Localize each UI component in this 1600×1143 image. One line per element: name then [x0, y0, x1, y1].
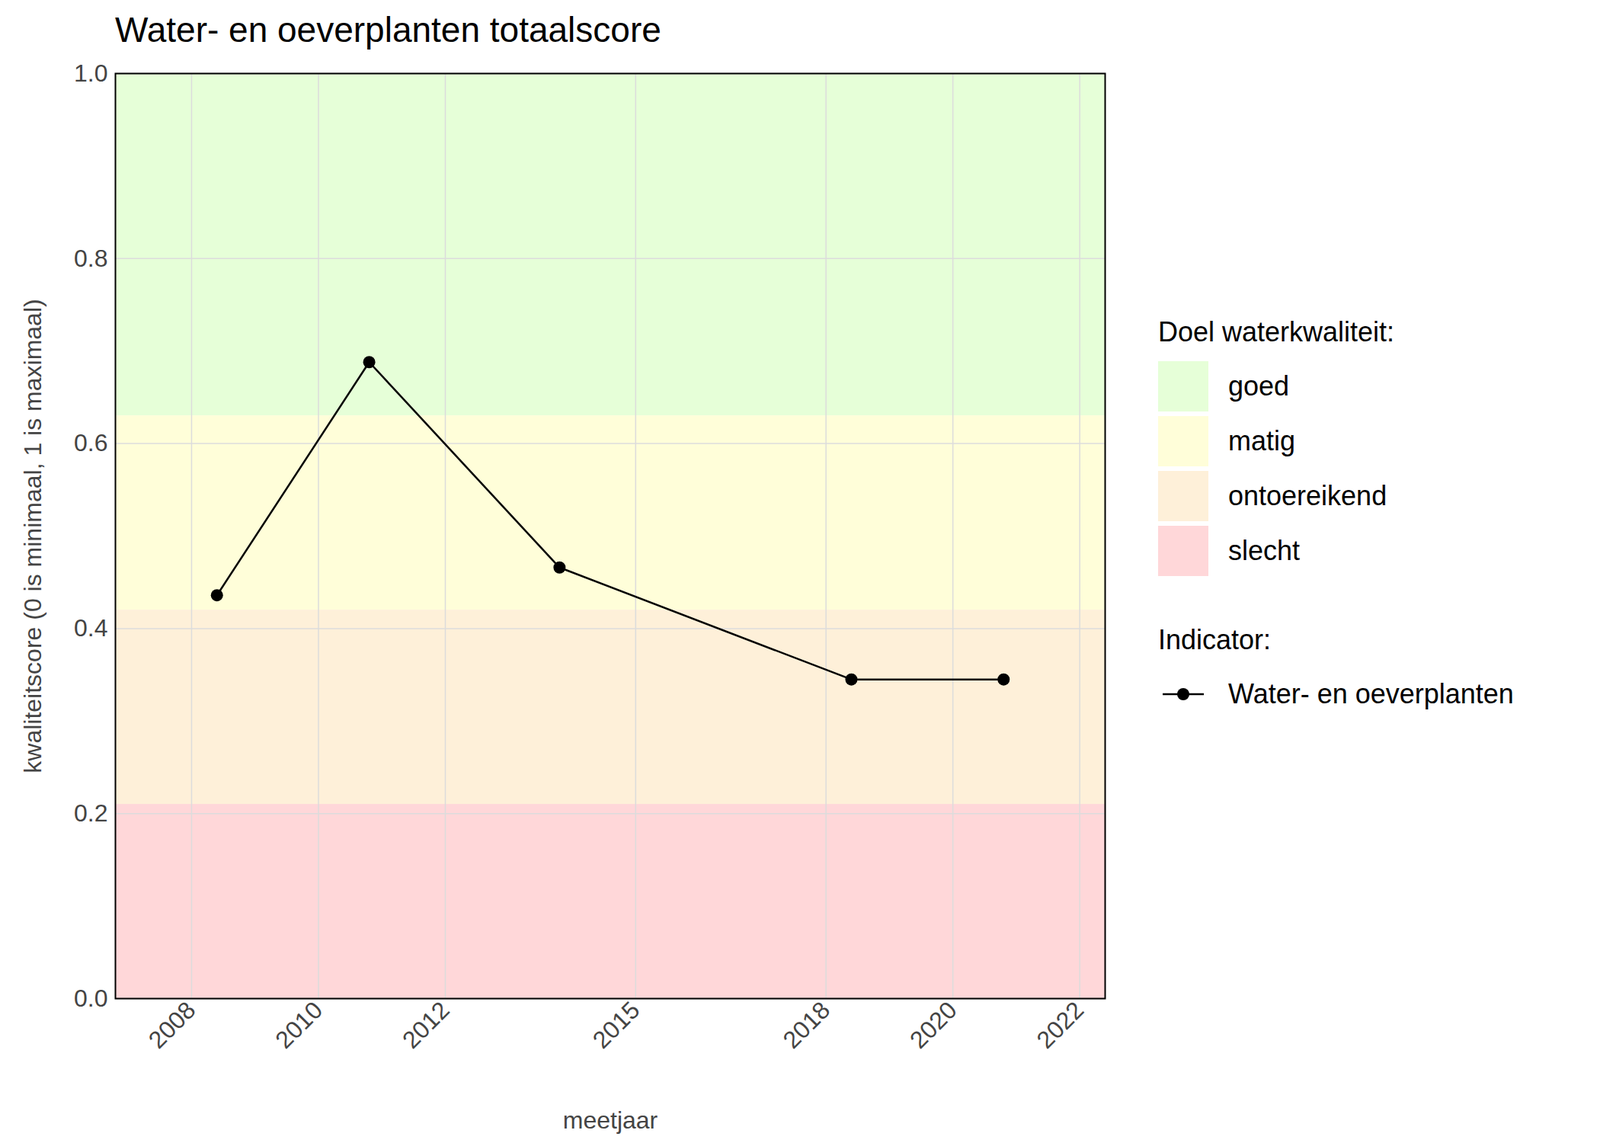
- svg-text:0.8: 0.8: [73, 244, 108, 272]
- html-text:Water- en oeverplanten totaals: Water- en oeverplanten totaalscore: [115, 9, 662, 50]
- svg-text:meetjaar: meetjaar: [563, 1106, 659, 1134]
- html-text:Indicator:: Indicator:: [1158, 624, 1271, 656]
- svg-text:2012: 2012: [396, 995, 455, 1054]
- html-text:goed: goed: [1228, 370, 1290, 402]
- svg-text:1.0: 1.0: [73, 59, 108, 87]
- svg-text:0.4: 0.4: [73, 614, 108, 642]
- html-text:slecht: slecht: [1228, 534, 1300, 567]
- html-text:Doel waterkwaliteit:: Doel waterkwaliteit:: [1158, 316, 1395, 348]
- svg-text:2022: 2022: [1031, 995, 1090, 1054]
- html-text:Water- en oeverplanten: Water- en oeverplanten: [1228, 678, 1514, 710]
- svg-text:0.0: 0.0: [73, 984, 108, 1012]
- svg-text:2008: 2008: [143, 995, 202, 1054]
- svg-text:2018: 2018: [777, 995, 836, 1054]
- html-text:matig: matig: [1228, 425, 1296, 457]
- svg-text:2015: 2015: [587, 995, 646, 1054]
- svg-text:2020: 2020: [904, 995, 963, 1054]
- svg-text:kwaliteitscore (0 is minimaal,: kwaliteitscore (0 is minimaal, 1 is maxi…: [19, 298, 47, 773]
- html-text:ontoereikend: ontoereikend: [1228, 480, 1387, 512]
- svg-text:0.6: 0.6: [73, 428, 108, 457]
- svg-text:2010: 2010: [269, 995, 328, 1054]
- svg-text:0.2: 0.2: [73, 799, 108, 827]
